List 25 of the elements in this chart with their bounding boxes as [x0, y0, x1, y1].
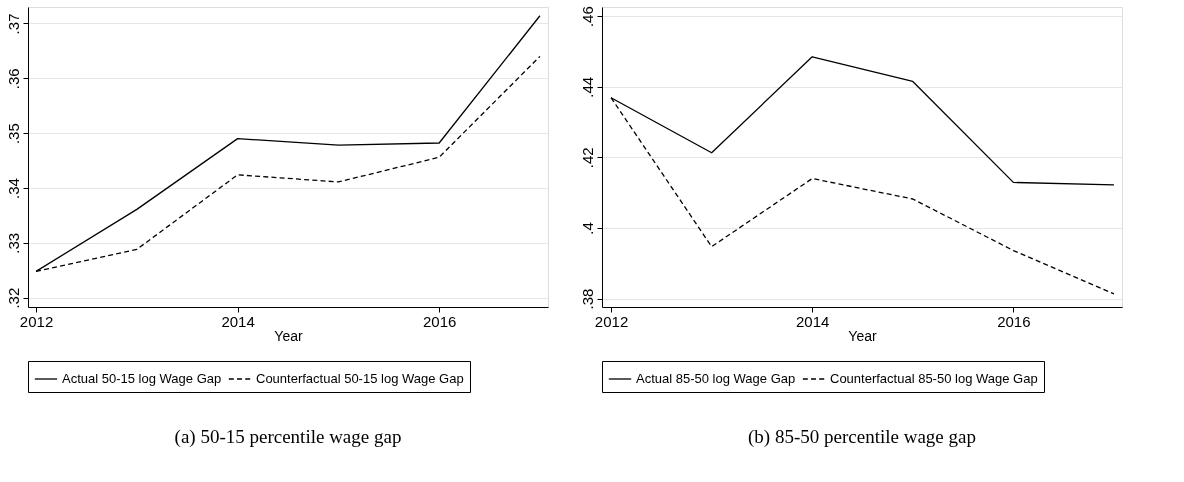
legend-label: Actual 50-15 log Wage Gap: [62, 371, 222, 386]
y-tick-label: .36: [4, 68, 22, 90]
legend-label: Counterfactual 85-50 log Wage Gap: [830, 371, 1038, 386]
y-tick-label: .35: [4, 123, 22, 145]
x-axis-title: Year: [848, 327, 877, 344]
y-tick-label: .38: [578, 288, 596, 310]
y-tick-label: .4: [578, 222, 596, 235]
x-tick-label: 2016: [997, 312, 1031, 330]
x-tick-label: 2014: [796, 312, 830, 330]
legend-label: Counterfactual 50-15 log Wage Gap: [256, 371, 464, 386]
y-tick-label: .32: [4, 287, 22, 309]
y-tick-label: .42: [578, 147, 596, 169]
y-tick-label: .34: [4, 178, 22, 199]
y-tick-label: .46: [578, 6, 596, 28]
y-tick-label: .33: [4, 232, 22, 254]
x-tick-label: 2014: [221, 312, 255, 330]
x-axis-title: Year: [274, 327, 303, 344]
x-tick-label: 2016: [422, 312, 457, 330]
text: (a) 50-15 percentile wage gap: [174, 425, 402, 448]
y-tick-label: .37: [4, 13, 22, 35]
text: (b) 85-50 percentile wage gap: [748, 425, 976, 448]
legend-label: Actual 85-50 log Wage Gap: [636, 371, 796, 386]
x-tick-label: 2012: [594, 312, 629, 330]
x-tick-label: 2012: [19, 312, 54, 330]
y-tick-label: .44: [578, 76, 596, 98]
